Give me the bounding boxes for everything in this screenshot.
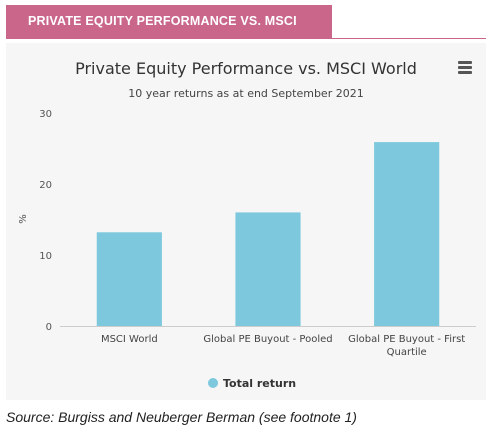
banner-divider [6,38,486,39]
legend-label-total-return[interactable]: Total return [223,377,296,390]
bar-3[interactable] [374,142,440,326]
hamburger-menu-icon[interactable] [454,57,476,77]
chart-subtitle: 10 year returns as at end September 2021 [128,87,363,100]
bar-2[interactable] [235,212,301,326]
chart-title: Private Equity Performance vs. MSCI Worl… [75,59,417,78]
y-axis-label: % [18,214,29,224]
y-tick-label: 0 [46,322,52,333]
bar-1[interactable] [96,232,162,326]
bars [96,142,440,326]
x-tick-label-line: Global PE Buyout - Pooled [203,334,332,345]
legend-marker-total-return [208,378,218,388]
x-tick-label: Global PE Buyout - Pooled [203,334,332,345]
x-tick-label-line: MSCI World [101,334,158,345]
x-tick-label-line: Quartile [387,347,427,358]
x-tick-label-line: Global PE Buyout - First [348,334,465,345]
x-tick-label: Global PE Buyout - First Quartile [348,334,465,358]
legend[interactable]: Total return [208,377,296,390]
x-axis-ticks: MSCI World Global PE Buyout - Pooled Globa… [101,334,465,358]
y-axis-ticks: 0 10 20 30 [39,109,52,333]
y-tick-label: 30 [39,109,52,120]
source-note: Source: Burgiss and Neuberger Berman (se… [6,409,357,425]
y-tick-label: 10 [39,251,52,262]
x-tick-label: MSCI World [101,334,158,345]
y-tick-label: 20 [39,180,52,191]
